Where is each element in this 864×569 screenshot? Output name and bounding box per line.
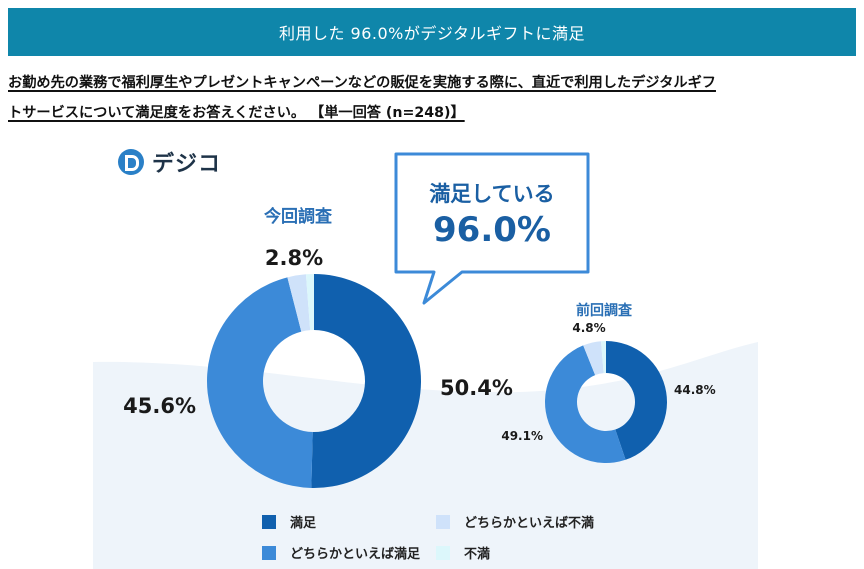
banner-title: 利用した 96.0%がデジタルギフトに満足 [278, 24, 586, 43]
survey-question: お勤め先の業務で福利厚生やプレゼントキャンペーンなどの販促を実施する際に、直近で… [8, 68, 858, 128]
legend-swatch [436, 514, 450, 529]
slice-satisfied [311, 274, 421, 488]
legend-item-somewhat-satisfied: どちらかといえば満足 [262, 543, 420, 562]
brand-name: デジコ [152, 152, 222, 177]
data-label-somewhat-satisfied: 49.1% [501, 429, 543, 443]
legend-label: 満足 [290, 516, 317, 531]
question-line-1: お勤め先の業務で福利厚生やプレゼントキャンペーンなどの販促を実施する際に、直近で… [8, 75, 716, 91]
callout: 満足している 96.0% [394, 152, 590, 305]
donut-current: 50.4% 45.6% 2.8% [123, 246, 513, 488]
legend-label: どちらかといえば満足 [290, 547, 421, 562]
slice-somewhat-dissatisfied [583, 341, 604, 376]
data-label-somewhat-dissatisfied: 4.8% [572, 321, 605, 335]
legend-label: 不満 [464, 547, 491, 562]
legend-item-somewhat-dissatisfied: どちらかといえば不満 [436, 512, 594, 531]
slice-satisfied [606, 341, 667, 460]
callout-value: 96.0% [433, 210, 551, 250]
data-label-satisfied: 50.4% [440, 376, 513, 400]
brand-logo: デジコ [118, 147, 221, 177]
slice-dissatisfied [305, 274, 314, 331]
current-survey-title: 今回調査 [264, 206, 333, 227]
legend-swatch [436, 545, 450, 560]
legend-swatch [262, 514, 276, 529]
legend-item-satisfied: 満足 [262, 512, 316, 531]
question-line-2: トサービスについて満足度をお答えください。 【単一回答 (n=248)】 [8, 105, 465, 121]
slice-somewhat-satisfied [206, 277, 313, 488]
callout-bubble [394, 152, 590, 305]
dejico-logo-icon [118, 149, 144, 175]
slice-somewhat-satisfied [544, 345, 626, 464]
slice-dissatisfied [601, 341, 606, 374]
data-label-somewhat-satisfied: 45.6% [123, 394, 196, 418]
data-label-somewhat-dissatisfied: 2.8% [265, 246, 323, 270]
data-label-satisfied: 44.8% [674, 383, 716, 397]
banner: 利用した 96.0%がデジタルギフトに満足 [8, 8, 856, 56]
legend-swatch [262, 545, 276, 560]
legend-label: どちらかといえば不満 [464, 516, 595, 531]
callout-label: 満足している [429, 182, 554, 206]
legend-item-dissatisfied: 不満 [436, 543, 490, 562]
previous-survey-title: 前回調査 [576, 302, 633, 319]
donut-previous: 44.8% 49.1% 4.8% [501, 321, 716, 464]
slice-somewhat-dissatisfied [287, 274, 311, 332]
